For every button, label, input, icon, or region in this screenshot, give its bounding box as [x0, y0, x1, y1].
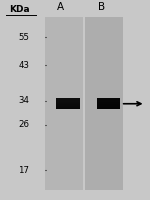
Text: B: B: [98, 2, 106, 12]
FancyBboxPatch shape: [56, 105, 80, 106]
FancyBboxPatch shape: [56, 106, 80, 107]
Text: 34: 34: [18, 96, 29, 105]
FancyBboxPatch shape: [97, 105, 120, 106]
FancyBboxPatch shape: [97, 103, 120, 104]
FancyBboxPatch shape: [56, 108, 80, 109]
FancyBboxPatch shape: [85, 17, 123, 190]
FancyBboxPatch shape: [97, 99, 120, 100]
FancyBboxPatch shape: [56, 107, 80, 108]
FancyBboxPatch shape: [56, 98, 80, 109]
FancyBboxPatch shape: [97, 100, 120, 102]
Text: 55: 55: [18, 33, 29, 42]
FancyBboxPatch shape: [97, 98, 120, 109]
FancyBboxPatch shape: [56, 104, 80, 105]
FancyBboxPatch shape: [97, 102, 120, 103]
FancyBboxPatch shape: [97, 98, 120, 99]
FancyBboxPatch shape: [97, 108, 120, 109]
Text: KDa: KDa: [9, 5, 30, 14]
FancyBboxPatch shape: [56, 103, 80, 104]
FancyBboxPatch shape: [45, 17, 83, 190]
Text: 17: 17: [18, 166, 29, 175]
FancyBboxPatch shape: [56, 98, 80, 99]
FancyBboxPatch shape: [56, 100, 80, 102]
Text: 43: 43: [18, 61, 29, 70]
FancyBboxPatch shape: [56, 99, 80, 100]
FancyBboxPatch shape: [97, 106, 120, 107]
FancyBboxPatch shape: [97, 107, 120, 108]
Text: A: A: [56, 2, 64, 12]
Text: 26: 26: [18, 120, 29, 129]
FancyBboxPatch shape: [97, 104, 120, 105]
FancyBboxPatch shape: [56, 102, 80, 103]
